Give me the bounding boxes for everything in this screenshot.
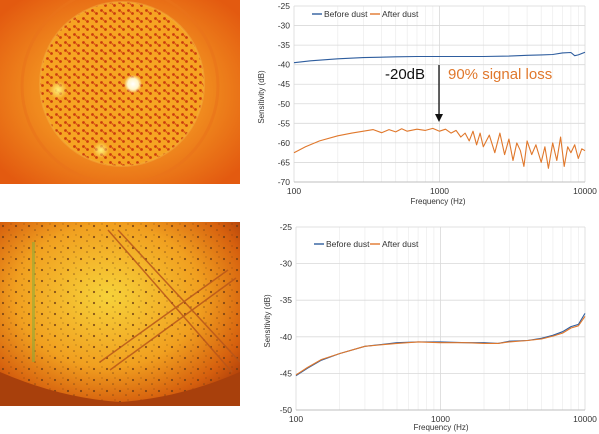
plot-series [295, 313, 586, 377]
y-tick-label: -30 [278, 21, 291, 31]
before-dust-series-line [293, 51, 586, 64]
y-tick-label: -45 [280, 368, 293, 378]
grid-lines [295, 226, 586, 411]
legend-label-before: Before dust [326, 239, 370, 249]
drop-db-label: -20dB [385, 66, 425, 83]
x-axis-title: Frequency (Hz) [413, 423, 468, 432]
y-tick-label: -40 [280, 332, 293, 342]
tick-labels: 100 1000 10000 -50 -45 -40 -35 -30 -25 [280, 222, 597, 424]
after-dust-series-line [295, 315, 586, 376]
legend-label-after: After dust [382, 9, 419, 19]
y-tick-label: -50 [278, 99, 291, 109]
top-sensitivity-chart: Sensitivity (dB) Frequency (Hz) 100 1000 1… [257, 1, 597, 206]
drop-arrow-head [435, 114, 443, 122]
y-axis-title: Sensitivity (dB) [263, 294, 272, 348]
y-axis-title: Sensitivity (dB) [257, 70, 266, 124]
x-axis-title: Frequency (Hz) [410, 197, 465, 206]
y-tick-label: -35 [278, 40, 291, 50]
y-tick-label: -35 [280, 295, 293, 305]
plot-series [293, 51, 586, 169]
y-tick-label: -70 [278, 177, 291, 187]
tick-labels: 100 1000 10000 -70 -65 -60 -55 -50 -45 -40 -35 -30 -… [278, 1, 597, 196]
mesh-membrane-photo [0, 0, 240, 184]
dust-membrane-image [0, 222, 240, 406]
mesh-membrane-image [0, 0, 240, 184]
x-tick-label: 1000 [430, 186, 449, 196]
y-tick-label: -25 [280, 222, 293, 232]
signal-loss-label: 90% signal loss [448, 66, 552, 83]
chart-legend: Before dust After dust [312, 9, 419, 19]
y-tick-label: -45 [278, 79, 291, 89]
y-tick-label: -60 [278, 138, 291, 148]
y-tick-label: -65 [278, 157, 291, 167]
drop-annotation: -20dB 90% signal loss [385, 65, 552, 122]
chart-legend: Before dust After dust [314, 239, 419, 249]
x-tick-label: 100 [287, 186, 301, 196]
y-tick-label: -25 [278, 1, 291, 11]
dust-membrane-photo [0, 222, 240, 406]
y-tick-label: -55 [278, 118, 291, 128]
y-tick-label: -50 [280, 405, 293, 415]
bottom-sensitivity-chart: Sensitivity (dB) Frequency (Hz) 100 1000 1… [263, 222, 597, 432]
x-tick-label: 100 [289, 414, 303, 424]
legend-label-after: After dust [382, 239, 419, 249]
y-tick-label: -40 [278, 60, 291, 70]
x-tick-label: 1000 [431, 414, 450, 424]
legend-label-before: Before dust [324, 9, 368, 19]
x-tick-label: 10000 [573, 186, 597, 196]
y-tick-label: -30 [280, 259, 293, 269]
after-dust-series-line [293, 127, 586, 169]
x-tick-label: 10000 [573, 414, 597, 424]
